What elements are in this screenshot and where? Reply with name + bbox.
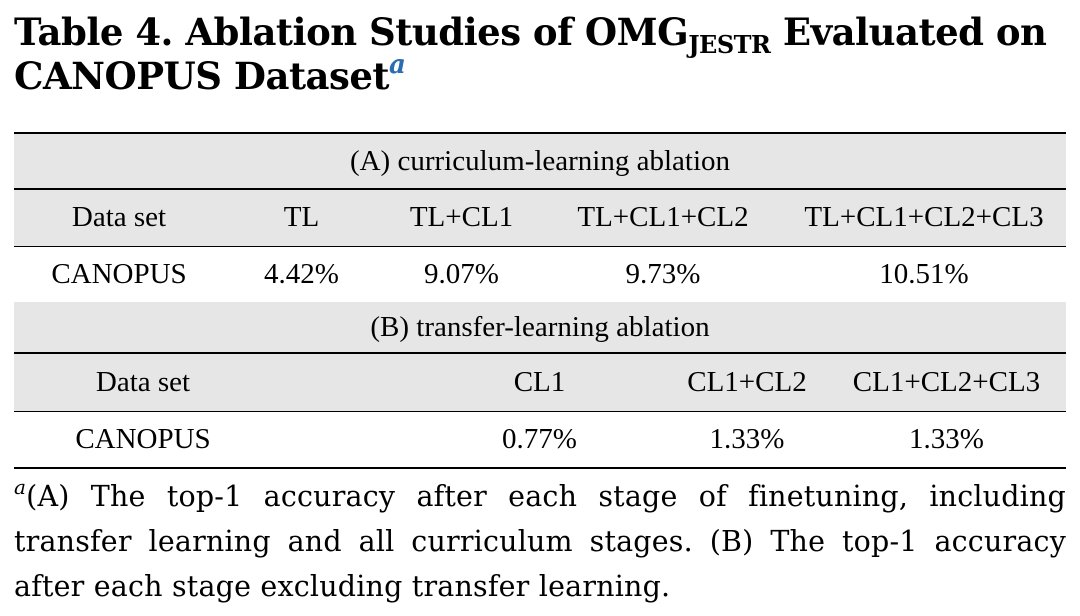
header-cell: Data set [71, 201, 167, 233]
header-cell: CL1+CL2+CL3 [852, 365, 1041, 398]
table-caption: Table 4. Ablation Studies of OMGJESTR Ev… [14, 10, 1064, 98]
header-cell: TL [283, 201, 320, 233]
table-footnote: a(A) The top-1 accuracy after each stage… [14, 474, 1066, 609]
table-cell: CANOPUS [75, 423, 211, 455]
caption-suffix-line1: Evaluated on [770, 10, 1047, 54]
caption-suffix-line2: CANOPUS Dataset [14, 54, 389, 98]
footnote-text: (A) The top-1 accuracy after each stage … [14, 480, 1066, 603]
section-b-title: (B) transfer-learning ablation [14, 302, 1066, 352]
table-cell: 10.51% [879, 258, 969, 290]
top-rule [14, 132, 1066, 134]
table-cell: CANOPUS [51, 258, 187, 290]
header-cell: TL+CL1 [409, 201, 514, 233]
ablation-table: (A) curriculum-learning ablation Data se… [14, 132, 1066, 469]
caption-subscript: JESTR [688, 30, 771, 59]
table-cell: 1.33% [909, 423, 984, 455]
section-a-title: (A) curriculum-learning ablation [14, 134, 1066, 188]
table-row: CANOPUS 0.77% 1.33% 1.33% [14, 412, 1066, 467]
table-cell: 9.07% [424, 258, 499, 290]
table-cell: 9.73% [625, 258, 701, 290]
caption-footnote-marker: a [388, 50, 406, 80]
table-cell: 1.33% [709, 423, 785, 455]
table-cell: 4.42% [264, 258, 339, 290]
footnote-marker: a [14, 475, 27, 499]
section-a-rule [14, 188, 1066, 190]
header-cell: Data set [95, 365, 191, 398]
caption-prefix: Table 4. Ablation Studies of OMG [14, 10, 689, 54]
bottom-rule [14, 467, 1066, 469]
header-cell: TL+CL1+CL2 [577, 201, 749, 233]
section-a-header-row: Data set TL TL+CL1 TL+CL1+CL2 TL+CL1+CL2… [14, 189, 1066, 246]
header-cell: CL1 [513, 365, 566, 398]
header-cell: TL+CL1+CL2+CL3 [804, 201, 1044, 233]
section-b-rule [14, 352, 1066, 354]
table-row: CANOPUS 4.42% 9.07% 9.73% 10.51% [14, 247, 1066, 302]
table-cell: 0.77% [502, 423, 577, 455]
section-b-header-row: Data set CL1 CL1+CL2 CL1+CL2+CL3 [14, 353, 1066, 411]
section-b-header-rule [14, 410, 1066, 412]
header-cell: CL1+CL2 [687, 365, 807, 398]
section-a-header-rule [14, 245, 1066, 247]
